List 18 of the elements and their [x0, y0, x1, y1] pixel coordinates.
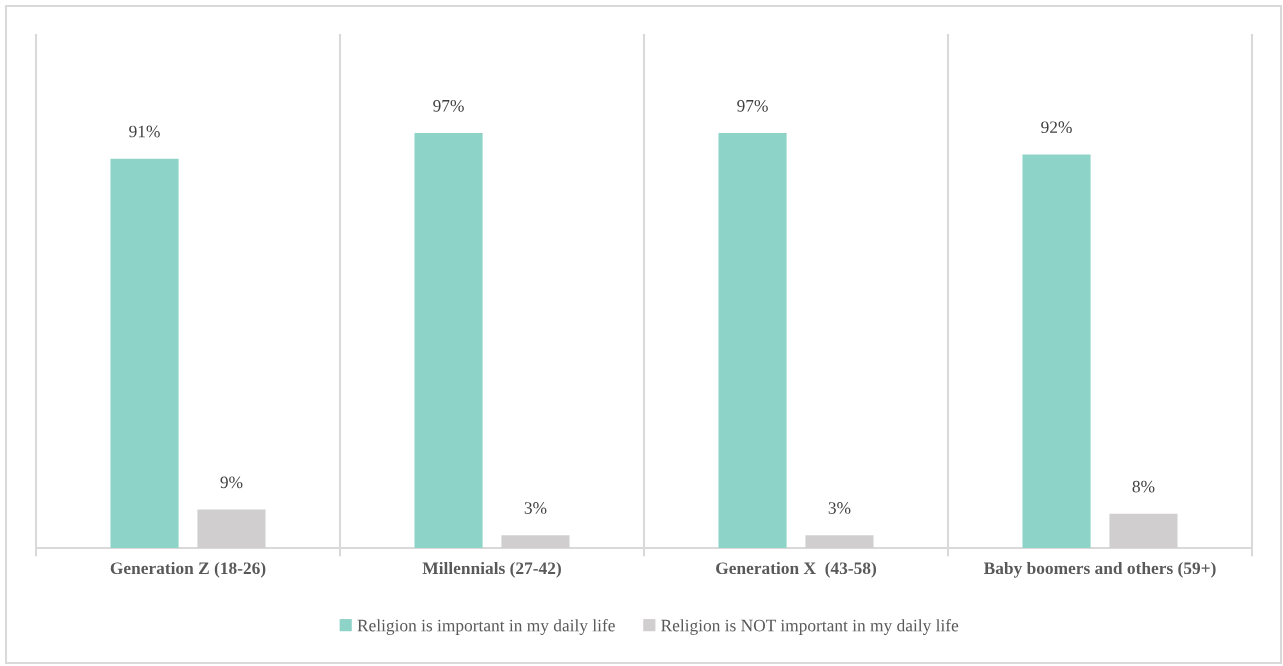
legend-label: Religion is NOT important in my daily life: [661, 619, 959, 635]
data-label: 3%: [828, 502, 851, 514]
data-label: 8%: [1132, 480, 1155, 493]
data-label: 3%: [524, 502, 547, 514]
data-label: 97%: [433, 99, 464, 112]
data-label: 91%: [129, 125, 160, 138]
x-tick-label: Generation Z (18-26): [110, 561, 266, 578]
bar: [414, 133, 483, 548]
data-label: 92%: [1041, 121, 1072, 134]
data-label: 97%: [737, 99, 768, 112]
bar: [1022, 154, 1091, 548]
legend-label: Religion is important in my daily life: [357, 619, 615, 635]
x-tick-label: Millennials (27-42): [422, 561, 561, 578]
x-tick-label: Baby boomers and others (59+): [983, 561, 1216, 578]
bar: [110, 158, 179, 548]
x-tick-label: Generation X (43-58): [716, 561, 876, 578]
bar: [718, 133, 787, 548]
data-label: 9%: [220, 476, 243, 489]
